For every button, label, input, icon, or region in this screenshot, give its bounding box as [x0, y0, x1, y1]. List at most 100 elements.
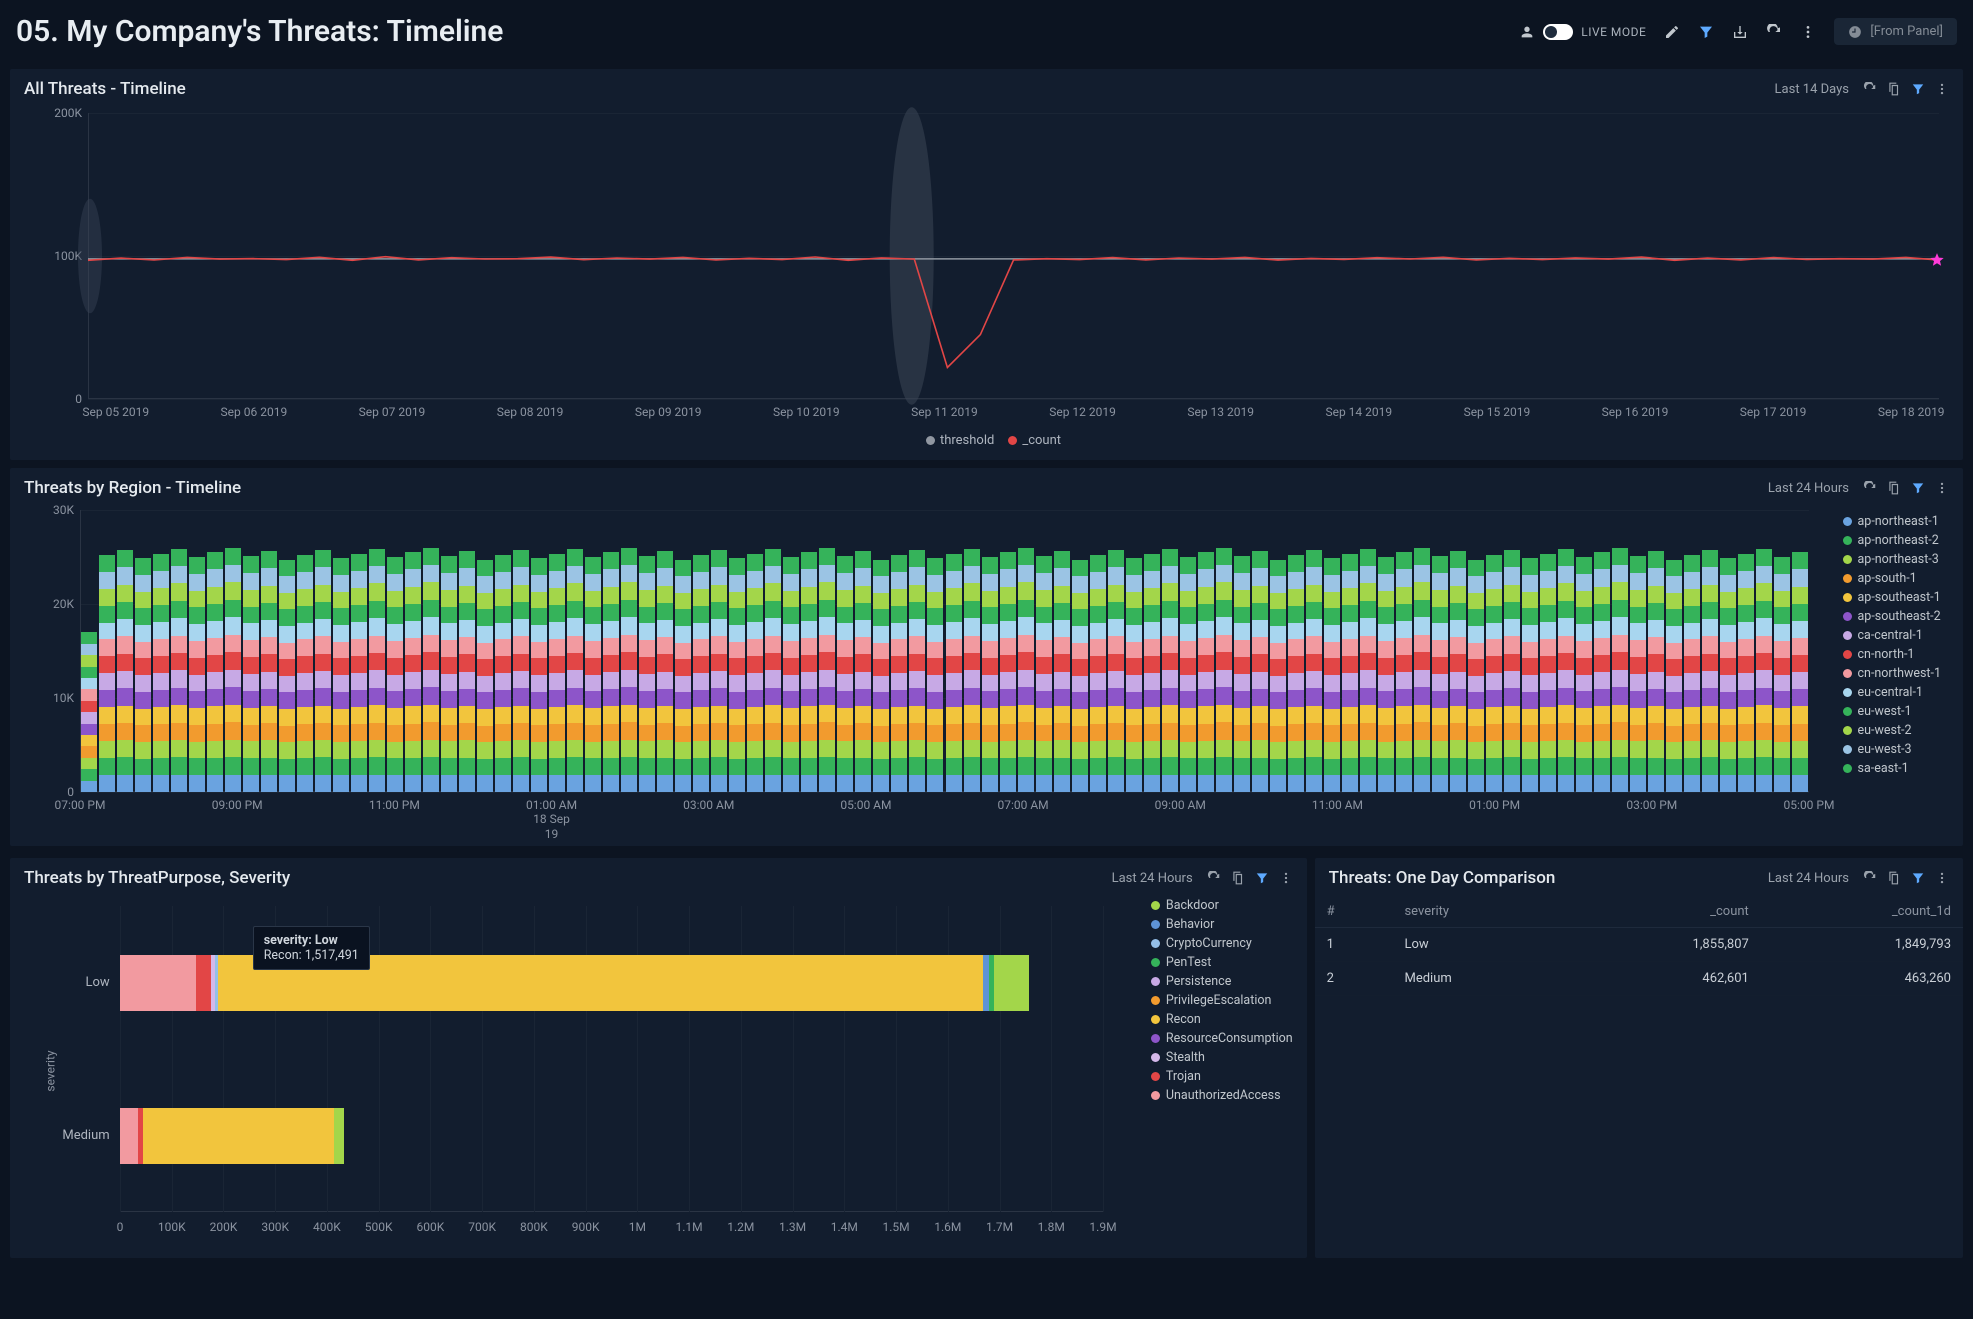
horizontal-bar-chart[interactable]: severity0100K200K300K400K500K600K700K800… [24, 896, 1293, 1246]
export-icon[interactable] [1732, 24, 1748, 40]
panel-header: Threats by Region - Timeline Last 24 Hou… [10, 468, 1963, 506]
x-tick: 11:00 AM [1312, 798, 1363, 812]
bar-segment[interactable] [196, 955, 211, 1011]
category-label: Medium [62, 1128, 109, 1143]
x-tick: 1.8M [1038, 1220, 1065, 1234]
legend-item[interactable]: threshold [912, 433, 994, 448]
more-icon[interactable] [1279, 871, 1293, 885]
x-tick: Sep 07 2019 [359, 405, 426, 419]
panel-range: Last 24 Hours [1768, 871, 1849, 886]
legend-item[interactable]: cn-north-1 [1843, 645, 1942, 664]
more-icon[interactable] [1935, 82, 1949, 96]
refresh-icon[interactable] [1863, 871, 1877, 885]
live-mode-toggle[interactable]: LIVE MODE [1519, 24, 1646, 40]
table-row[interactable]: 1Low1,855,8071,849,793 [1315, 928, 1963, 962]
refresh-icon[interactable] [1207, 871, 1221, 885]
x-tick: 1.5M [882, 1220, 909, 1234]
legend-item[interactable]: ResourceConsumption [1151, 1029, 1293, 1048]
legend-item[interactable]: Behavior [1151, 915, 1293, 934]
toggle-switch[interactable] [1543, 24, 1573, 40]
filter-icon[interactable] [1911, 82, 1925, 96]
time-range-picker[interactable]: [From Panel] [1834, 18, 1957, 45]
legend-item[interactable]: ap-northeast-2 [1843, 531, 1942, 550]
more-icon[interactable] [1935, 871, 1949, 885]
chart-legend: BackdoorBehaviorCryptoCurrencyPenTestPer… [1151, 896, 1293, 1105]
panel-actions: Last 24 Hours [1112, 871, 1293, 886]
column-header[interactable]: _count_1d [1761, 896, 1963, 928]
filter-icon[interactable] [1911, 481, 1925, 495]
table-cell: Low [1392, 928, 1565, 962]
legend-item[interactable]: sa-east-1 [1843, 759, 1942, 778]
filter-icon[interactable] [1698, 24, 1714, 40]
x-tick: 1.2M [727, 1220, 754, 1234]
column-header[interactable]: severity [1392, 896, 1565, 928]
stacked-bar-chart[interactable]: 010K20K30K07:00 PM09:00 PM11:00 PM01:00 … [24, 506, 1949, 846]
panel-title: All Threats - Timeline [24, 79, 186, 99]
panel-actions: Last 24 Hours [1768, 871, 1949, 886]
legend-item[interactable]: ap-southeast-1 [1843, 588, 1942, 607]
legend-item[interactable]: UnauthorizedAccess [1151, 1086, 1293, 1105]
x-tick: 1.9M [1089, 1220, 1116, 1234]
legend-item[interactable]: PenTest [1151, 953, 1293, 972]
more-icon[interactable] [1800, 24, 1816, 40]
filter-icon[interactable] [1255, 871, 1269, 885]
panel-header: Threats by ThreatPurpose, Severity Last … [10, 858, 1307, 896]
legend-item[interactable]: ap-northeast-1 [1843, 512, 1942, 531]
y-tick: 20K [53, 597, 74, 611]
table-row[interactable]: 2Medium462,601463,260 [1315, 962, 1963, 996]
legend-item[interactable]: _count [994, 433, 1061, 448]
table-cell: 1,855,807 [1566, 928, 1761, 962]
legend-item[interactable]: Backdoor [1151, 896, 1293, 915]
refresh-icon[interactable] [1766, 24, 1782, 40]
bar-segment[interactable] [218, 955, 983, 1011]
column-header[interactable]: # [1315, 896, 1393, 928]
bar-segment[interactable] [334, 1108, 344, 1164]
legend-item[interactable]: Persistence [1151, 972, 1293, 991]
legend-item[interactable]: cn-northwest-1 [1843, 664, 1942, 683]
bar-segment[interactable] [994, 955, 1029, 1011]
legend-item[interactable]: Stealth [1151, 1048, 1293, 1067]
legend-item[interactable]: eu-central-1 [1843, 683, 1942, 702]
x-tick: 09:00 PM [212, 798, 263, 812]
copy-icon[interactable] [1887, 82, 1901, 96]
x-tick: 07:00 PM [55, 798, 106, 812]
copy-icon[interactable] [1887, 871, 1901, 885]
bar-segment[interactable] [120, 1108, 138, 1164]
panel-title: Threats: One Day Comparison [1329, 868, 1556, 888]
legend-item[interactable]: CryptoCurrency [1151, 934, 1293, 953]
y-tick: 30K [53, 503, 74, 517]
legend-item[interactable]: eu-west-3 [1843, 740, 1942, 759]
column-header[interactable]: _count [1566, 896, 1761, 928]
legend-item[interactable]: Recon [1151, 1010, 1293, 1029]
filter-icon[interactable] [1911, 871, 1925, 885]
table-cell: Medium [1392, 962, 1565, 996]
x-tick: Sep 08 2019 [497, 405, 564, 419]
refresh-icon[interactable] [1863, 82, 1877, 96]
live-mode-label: LIVE MODE [1581, 25, 1646, 39]
bar-segment[interactable] [120, 955, 196, 1011]
legend-item[interactable]: ca-central-1 [1843, 626, 1942, 645]
pencil-icon[interactable] [1664, 24, 1680, 40]
panel-threats-by-region: Threats by Region - Timeline Last 24 Hou… [10, 468, 1963, 846]
more-icon[interactable] [1935, 481, 1949, 495]
x-tick: 500K [365, 1220, 393, 1234]
timeline-chart[interactable]: 0100K200KSep 05 2019Sep 06 2019Sep 07 20… [24, 107, 1949, 427]
legend-item[interactable]: PrivilegeEscalation [1151, 991, 1293, 1010]
legend-item[interactable]: eu-west-1 [1843, 702, 1942, 721]
refresh-icon[interactable] [1863, 481, 1877, 495]
x-tick: 600K [417, 1220, 445, 1234]
panel-range: Last 24 Hours [1112, 871, 1193, 886]
legend-item[interactable]: ap-southeast-2 [1843, 607, 1942, 626]
copy-icon[interactable] [1231, 871, 1245, 885]
x-tick: 1.1M [676, 1220, 703, 1234]
legend-item[interactable]: eu-west-2 [1843, 721, 1942, 740]
x-tick: 100K [158, 1220, 186, 1234]
legend-item[interactable]: ap-northeast-3 [1843, 550, 1942, 569]
y-tick: 0 [67, 785, 74, 799]
panel-one-day-comparison: Threats: One Day Comparison Last 24 Hour… [1315, 858, 1963, 1258]
copy-icon[interactable] [1887, 481, 1901, 495]
x-tick: 1.3M [779, 1220, 806, 1234]
legend-item[interactable]: Trojan [1151, 1067, 1293, 1086]
bar-segment[interactable] [143, 1108, 335, 1164]
legend-item[interactable]: ap-south-1 [1843, 569, 1942, 588]
